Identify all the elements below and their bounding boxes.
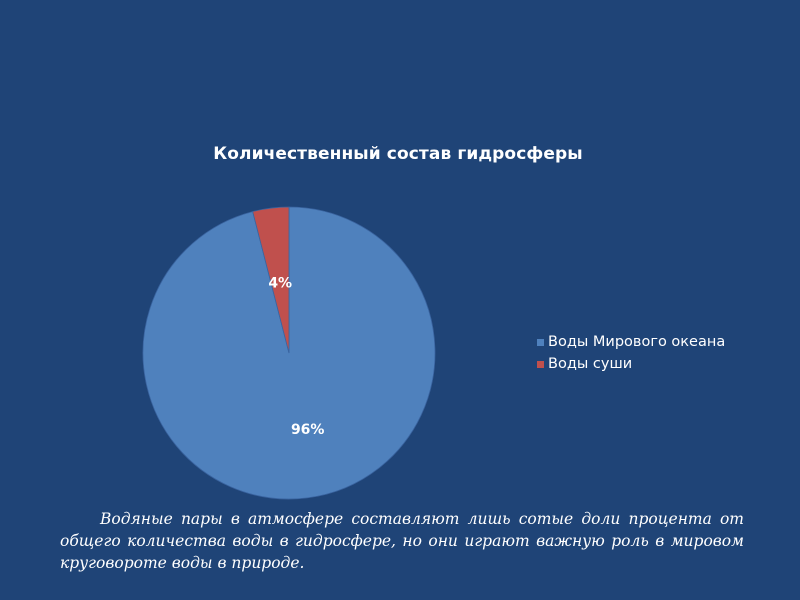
legend-label-ocean: Воды Мирового океана [548, 334, 726, 350]
caption-text: Водяные пары в атмосфере составляют лишь… [60, 510, 744, 572]
legend-swatch-ocean [537, 338, 544, 346]
legend-swatch-land [537, 360, 544, 368]
pie-label-ocean: 96% [291, 422, 325, 438]
chart-title: Количественный состав гидросферы [213, 144, 583, 164]
pie-label-land: 4% [268, 275, 292, 291]
legend-item-ocean: Воды Мирового океана [537, 331, 725, 353]
legend-label-land: Воды суши [548, 356, 633, 372]
chart-legend: Воды Мирового океана Воды суши [537, 331, 725, 375]
legend-item-land: Воды суши [537, 353, 725, 375]
pie-slice-land [252, 206, 290, 354]
